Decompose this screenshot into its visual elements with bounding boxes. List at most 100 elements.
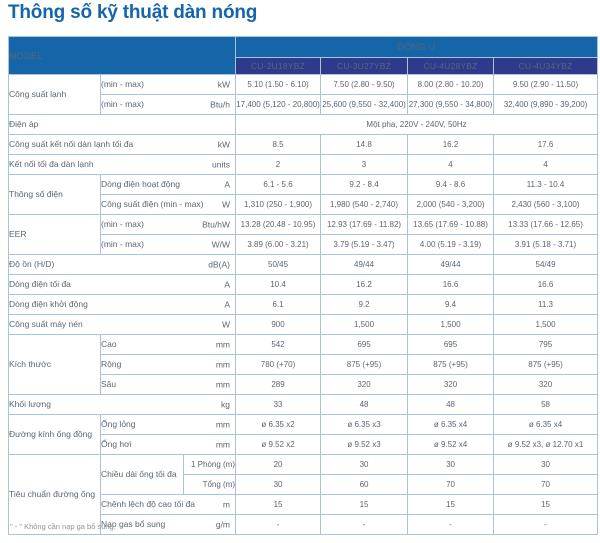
value-cell: 48 (320, 394, 409, 415)
value-cell: 60 (320, 474, 409, 495)
model-name-cell: CU-4U28YBZ (407, 57, 495, 75)
value-cell: 30 (493, 454, 599, 475)
unit-label: g/m (215, 519, 231, 530)
spec-table-body: MODEL DÒNG U CU-2U18YBZ CU-3U27YBZ CU-4U28YB… (7, 36, 599, 535)
value-cell: 27,300 (9,550 - 34,800) (407, 94, 495, 115)
value-cell: 13.33 (17.66 - 12.65) (493, 214, 599, 235)
unit-label: A (224, 299, 231, 310)
model-name-cell: CU-2U18YBZ (235, 57, 322, 75)
sub-row-label-cell: Tổng (m) (182, 474, 237, 495)
value-cell: 49/44 (407, 254, 495, 275)
unit-label: A (224, 179, 231, 190)
table-header-row: MODEL DÒNG U (7, 36, 599, 75)
table-row: Rộng mm 780 (+70) 875 (+95) 875 (+95) 875 (+9… (9, 354, 599, 375)
value-cell: ø 6.35 x4 (493, 414, 599, 435)
value-cell: 58 (493, 394, 599, 415)
value-cell: ø 9.52 x3, ø 12.70 x1 (493, 434, 599, 455)
unit-label: Btu/h (210, 99, 231, 110)
row-label-cell: Chiều dài ống tối đa (100, 454, 184, 495)
value-cell: 542 (235, 334, 322, 355)
value-cell: 9.4 - 8.6 (407, 174, 495, 195)
value-cell: ø 9.52 x2 (235, 434, 322, 455)
row-label-cell: (min - max) Btu/h (99, 94, 237, 115)
value-cell: 16.6 (493, 274, 599, 295)
table-row: Dòng điện khởi động A 6.1 9.2 9.4 11.3 (7, 294, 599, 315)
unit-label: m (222, 499, 231, 510)
unit-label: kW (217, 139, 231, 150)
value-cell: 4 (407, 154, 495, 175)
value-cell: 11.3 - 10.4 (493, 174, 599, 195)
value-cell: 7.50 (2.80 - 9.50) (320, 74, 409, 95)
value-cell: 875 (+95) (320, 354, 409, 375)
value-cell: 15 (407, 494, 495, 515)
row-label-cell: Công suất kết nối dàn lạnh tối đa kW (7, 134, 237, 155)
value-cell: 320 (320, 374, 409, 395)
value-cell: 695 (320, 334, 409, 355)
row-label-cell: (min - max) kW (99, 74, 237, 95)
unit-label: units (212, 159, 231, 170)
table-row: Đường kính ống đồng Ống lỏng mm ø 6.35 x2 ø … (8, 414, 599, 455)
value-cell: 6.1 - 5.6 (235, 174, 322, 195)
value-cell: 9.2 - 8.4 (320, 174, 409, 195)
value-cell: 16.2 (320, 274, 409, 295)
table-row: Nạp gas bổ sung g/m - - - - (9, 514, 599, 535)
value-cell: 70 (407, 474, 495, 495)
value-cell: 14.8 (320, 134, 409, 155)
unit-label: W (221, 199, 231, 210)
row-label-cell: Dòng điện hoạt động A (99, 174, 237, 195)
row-label-cell: Nạp gas bổ sung g/m (99, 514, 237, 535)
value-cell: ø 6.35 x4 (407, 414, 495, 435)
value-cell: 15 (235, 494, 322, 515)
value-cell: 3.89 (6.00 - 3.21) (235, 234, 322, 255)
value-cell: 9.2 (320, 294, 409, 315)
value-cell: 30 (235, 474, 322, 495)
row-label-cell: Công suất điện (min - max) W (99, 194, 237, 215)
table-row: Tiêu chuẩn đường ống Chiều dài ống tối đa… (8, 454, 599, 535)
unit-label: kW (217, 79, 231, 90)
unit-label: mm (215, 419, 231, 430)
value-cell: 49/44 (320, 254, 409, 275)
table-row: Dòng điện tối đa A 10.4 16.2 16.6 16.6 (7, 274, 599, 295)
value-cell: 6.1 (235, 294, 322, 315)
spec-table: MODEL DÒNG U CU-2U18YBZ CU-3U27YBZ CU-4U28YB… (7, 36, 599, 535)
table-row: Công suất lạnh (min - max) kW 5.10 (1.50 - … (8, 74, 599, 115)
value-cell: 2,000 (540 - 3,200) (407, 194, 495, 215)
value-cell: 320 (493, 374, 599, 395)
value-cell: 2,430 (560 - 3,100) (493, 194, 599, 215)
value-cell: 11.3 (493, 294, 599, 315)
value-cell: 16.2 (407, 134, 495, 155)
value-cell: 70 (493, 474, 599, 495)
value-cell: 20 (235, 454, 322, 475)
unit-label: mm (215, 339, 231, 350)
value-cell: - (407, 514, 495, 535)
value-cell: 13.28 (20.48 - 10.95) (235, 214, 322, 235)
value-cell: 2 (235, 154, 322, 175)
table-row: Khối lượng kg 33 48 48 58 (7, 394, 599, 415)
table-row: Công suất máy nén W 900 1,500 1,500 1,500 (7, 314, 599, 335)
row-label-cell: Ống hơi mm (99, 434, 237, 455)
row-label-cell: Ống lỏng mm (99, 414, 237, 435)
sub-row-label-cell: 1 Phòng (m) (182, 454, 237, 475)
table-row: Độ ồn (H/D) dB(A) 50/45 49/44 49/44 54/49 (7, 254, 599, 275)
value-cell: 1,500 (493, 314, 599, 335)
value-cell: 12.93 (17.69 - 11.82) (320, 214, 409, 235)
value-cell: 10.4 (235, 274, 322, 295)
table-row: Kết nối tối đa dàn lạnh units 2 3 4 4 (7, 154, 599, 175)
model-name-cell: CU-4U34YBZ (493, 57, 599, 75)
row-label-cell: Điện áp (7, 114, 237, 135)
value-cell: 50/45 (235, 254, 322, 275)
row-label-cell: Kết nối tối đa dàn lạnh units (7, 154, 237, 175)
row-label-cell: Dòng điện tối đa A (7, 274, 237, 295)
value-cell: 289 (235, 374, 322, 395)
table-row: Công suất kết nối dàn lạnh tối đa kW 8.5 14… (7, 134, 599, 155)
value-cell: 5.10 (1.50 - 6.10) (235, 74, 322, 95)
value-cell: 48 (407, 394, 495, 415)
footnote: " - " Không cần nạp ga bổ sung. (10, 522, 116, 531)
value-cell: 9.4 (407, 294, 495, 315)
table-row: Thông số điện Dòng điện hoạt động A 6.1 - 5… (8, 174, 599, 215)
row-label-cell: Dòng điện khởi động A (7, 294, 237, 315)
value-cell: 4.00 (5.19 - 3.19) (407, 234, 495, 255)
unit-label: A (224, 279, 231, 290)
table-row: Kích thước Cao mm 542 695 695 795 (8, 334, 599, 395)
